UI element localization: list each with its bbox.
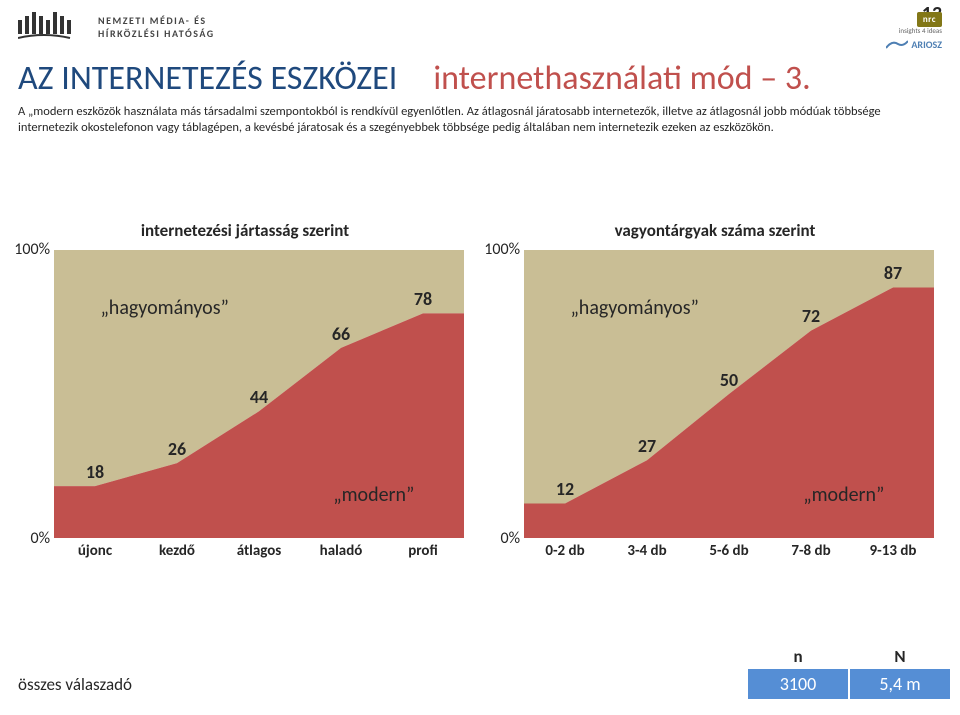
value-label: 50 <box>720 369 738 391</box>
chart-right-title: vagyontárgyak száma szerint <box>480 220 950 241</box>
footer-n-header: n <box>748 646 848 667</box>
x-category: újonc <box>54 542 136 578</box>
x-category: átlagos <box>218 542 300 578</box>
chart-right-plot: 100% 0% 1227507287„hagyományos”„modern” <box>524 250 934 538</box>
footer-n-cell: 3100 <box>748 669 848 699</box>
x-category: 7-8 db <box>770 542 852 578</box>
ariosz-swoosh-icon <box>886 39 908 49</box>
nmhh-logo: NEMZETI MÉDIA- ÉS HÍRKÖZLÉSI HATÓSÁG <box>18 12 215 42</box>
footer-N-cell: 5,4 m <box>850 669 950 699</box>
value-label: 66 <box>332 323 350 345</box>
nrc-subtitle: insights 4 ideas <box>886 26 942 35</box>
x-category: 5-6 db <box>688 542 770 578</box>
chart-right: vagyontárgyak száma szerint 100% 0% 1227… <box>480 238 950 578</box>
value-label: 26 <box>168 438 186 460</box>
chart-right-xaxis: 0-2 db3-4 db5-6 db7-8 db9-13 db <box>524 542 934 578</box>
value-label: 72 <box>802 305 820 327</box>
ytick-100: 100% <box>10 240 50 259</box>
ariosz-logo: ARIOSZ <box>886 38 942 51</box>
value-label: 87 <box>884 262 902 284</box>
description: A „modern eszközök használata más társad… <box>18 104 942 137</box>
footer-N-header: N <box>850 646 950 667</box>
charts-area: internetezési jártasság szerint 100% 0% … <box>10 238 950 578</box>
ytick-0: 0% <box>480 529 520 548</box>
nrc-logo: nrc <box>917 12 942 27</box>
title-left: AZ INTERNETEZÉS ESZKÖZEI <box>18 58 397 99</box>
x-category: kezdő <box>136 542 218 578</box>
x-category: 3-4 db <box>606 542 688 578</box>
label-upper: „hagyományos” <box>100 296 229 320</box>
chart-left-title: internetezési jártasság szerint <box>10 220 480 241</box>
title-right: internethasználati mód – 3. <box>433 58 810 99</box>
value-label: 27 <box>638 435 656 457</box>
nmhh-text-line1: NEMZETI MÉDIA- ÉS <box>98 14 215 27</box>
nmhh-text-line2: HÍRKÖZLÉSI HATÓSÁG <box>98 27 215 40</box>
chart-left: internetezési jártasság szerint 100% 0% … <box>10 238 480 578</box>
chart-left-xaxis: újonckezdőátlagoshaladóprofi <box>54 542 464 578</box>
footer-row-label: összes válaszadó <box>18 674 132 695</box>
x-category: 0-2 db <box>524 542 606 578</box>
right-logos: nrc insights 4 ideas ARIOSZ <box>886 8 942 51</box>
footer: n N összes válaszadó 3100 5,4 m <box>0 639 960 699</box>
title-row: AZ INTERNETEZÉS ESZKÖZEI internethasznál… <box>18 58 942 99</box>
x-category: profi <box>382 542 464 578</box>
nmhh-mark-icon <box>18 12 90 42</box>
chart-left-plot: 100% 0% 1826446678„hagyományos”„modern” <box>54 250 464 538</box>
ytick-0: 0% <box>10 529 50 548</box>
label-lower: „modern” <box>333 483 414 507</box>
value-label: 44 <box>250 386 268 408</box>
ytick-100: 100% <box>480 240 520 259</box>
label-upper: „hagyományos” <box>570 296 699 320</box>
value-label: 18 <box>86 461 104 483</box>
value-label: 78 <box>414 288 432 310</box>
x-category: 9-13 db <box>852 542 934 578</box>
label-lower: „modern” <box>803 483 884 507</box>
value-label: 12 <box>556 478 574 500</box>
logo-bar: NEMZETI MÉDIA- ÉS HÍRKÖZLÉSI HATÓSÁG nrc… <box>18 8 942 56</box>
x-category: haladó <box>300 542 382 578</box>
